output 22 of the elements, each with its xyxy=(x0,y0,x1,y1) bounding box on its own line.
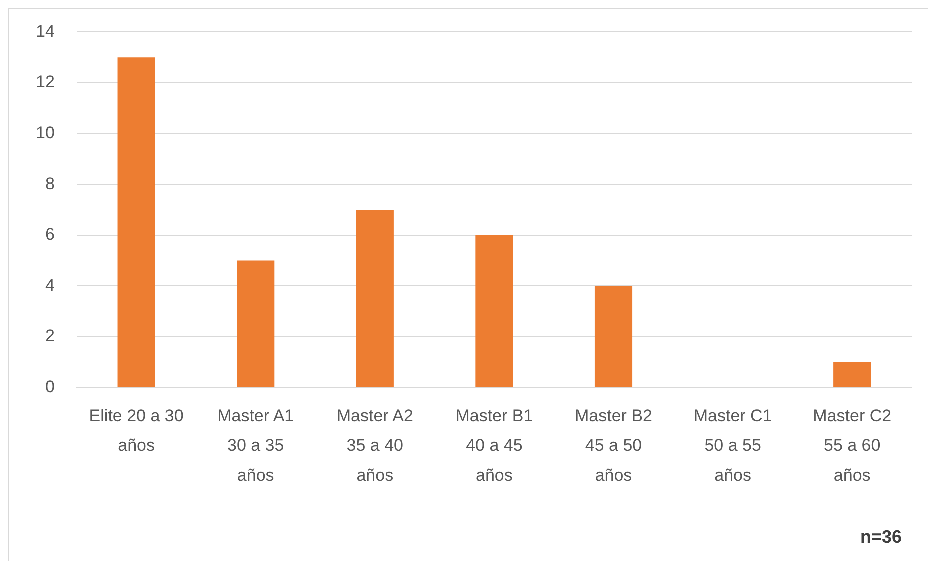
y-tick-label: 4 xyxy=(45,276,55,295)
y-tick-label: 8 xyxy=(45,174,55,194)
bar xyxy=(476,235,514,388)
bar xyxy=(356,210,394,388)
y-tick-label: 14 xyxy=(36,22,55,41)
y-tick-label: 12 xyxy=(36,72,55,92)
x-tick-label: Master B1 40 a 45 años xyxy=(456,406,534,485)
x-tick-label: Master A2 35 a 40 años xyxy=(336,406,414,485)
y-tick-label: 2 xyxy=(45,326,55,346)
y-tick-label: 0 xyxy=(45,377,55,396)
x-tick-label: Master B2 45 a 50 años xyxy=(575,406,652,485)
bar xyxy=(237,260,275,388)
bar xyxy=(118,58,156,388)
x-tick-label: Master C1 50 a 55 años xyxy=(694,406,772,485)
text: n=36 xyxy=(860,527,902,547)
x-tick-label: Master A1 30 a 35 años xyxy=(218,406,294,485)
bar xyxy=(594,286,633,388)
x-tick-label: Elite 20 a 30 años xyxy=(89,406,184,456)
y-tick-label: 10 xyxy=(36,123,55,142)
bar xyxy=(834,362,872,388)
y-tick-label: 6 xyxy=(45,225,55,244)
x-tick-label: Master C2 55 a 60 años xyxy=(813,406,892,485)
